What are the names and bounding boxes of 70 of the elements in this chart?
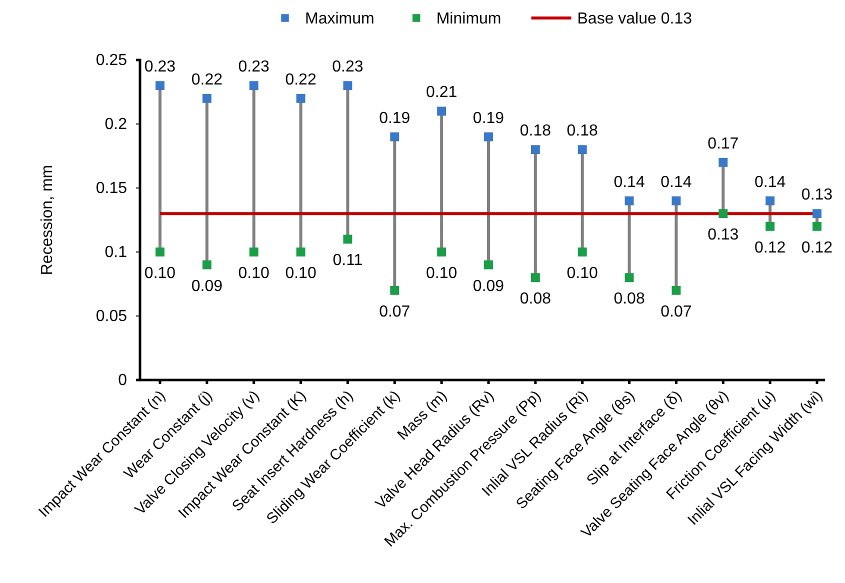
- point: [766, 222, 775, 231]
- data-label: 0.07: [379, 303, 410, 320]
- data-label: 0.13: [801, 186, 833, 204]
- data-label: 0.23: [332, 58, 364, 76]
- data-label: 0.10: [285, 265, 316, 282]
- data-label: 0.11: [332, 252, 363, 270]
- data-label: 0.10: [426, 265, 458, 282]
- point: [718, 158, 728, 167]
- point: [578, 145, 587, 154]
- data-label: 0.10: [238, 265, 270, 282]
- data-label: 0.19: [379, 110, 410, 127]
- y-tick-label: 0.25: [96, 52, 128, 70]
- y-tick-label: 0: [118, 372, 128, 390]
- data-label: 0.09: [472, 278, 504, 295]
- point: [624, 273, 634, 282]
- data-label: 0.14: [754, 174, 786, 191]
- y-tick-label: 0.15: [96, 180, 128, 198]
- y-tick-label: 0.05: [96, 308, 128, 326]
- point: [812, 222, 822, 231]
- point: [296, 248, 306, 256]
- data-label: 0.23: [238, 58, 270, 76]
- point: [530, 145, 540, 154]
- data-label: 0.23: [144, 58, 176, 76]
- point: [390, 132, 400, 142]
- point: [249, 248, 258, 256]
- point: [390, 286, 400, 295]
- data-label: 0.12: [801, 239, 833, 256]
- point: [718, 209, 728, 218]
- data-label: 0.17: [708, 135, 739, 152]
- point: [249, 81, 258, 90]
- point: [624, 196, 634, 206]
- y-tick-label: 0.2: [104, 116, 128, 134]
- data-label: 0.18: [520, 122, 552, 140]
- data-label: 0.12: [754, 239, 786, 256]
- point: [672, 286, 681, 295]
- data-label: 0.08: [520, 290, 552, 308]
- data-label: 0.18: [566, 122, 598, 140]
- data-label: 0.13: [708, 226, 739, 244]
- point: [530, 273, 540, 282]
- data-label: 0.14: [614, 174, 645, 191]
- point: [156, 81, 164, 90]
- legend-label: Base value 0.13: [577, 10, 692, 28]
- point: [484, 132, 493, 142]
- data-label: 0.10: [566, 265, 598, 282]
- legend-label: Minimum: [436, 10, 502, 28]
- point: [766, 196, 775, 206]
- point: [156, 248, 164, 256]
- point: [578, 248, 587, 256]
- point: [202, 94, 212, 103]
- data-label: 0.10: [144, 265, 176, 282]
- data-label: 0.19: [472, 110, 504, 127]
- point: [437, 248, 446, 256]
- data-label: 0.14: [660, 174, 692, 191]
- point: [202, 260, 212, 270]
- point: [672, 196, 681, 206]
- point: [296, 94, 306, 103]
- point: [343, 234, 352, 244]
- data-label: 0.22: [285, 71, 316, 88]
- data-label: 0.08: [614, 290, 645, 308]
- data-label: 0.22: [191, 71, 223, 88]
- y-axis-title: Recession, mm: [39, 164, 56, 276]
- data-label: 0.21: [426, 84, 458, 102]
- y-tick-label: 0.1: [104, 244, 128, 262]
- data-label: 0.09: [191, 278, 223, 295]
- data-label: 0.07: [660, 303, 692, 320]
- point: [343, 81, 352, 90]
- point: [437, 106, 446, 116]
- point: [812, 209, 822, 218]
- point: [484, 260, 493, 270]
- legend-label: Maximum: [305, 10, 374, 28]
